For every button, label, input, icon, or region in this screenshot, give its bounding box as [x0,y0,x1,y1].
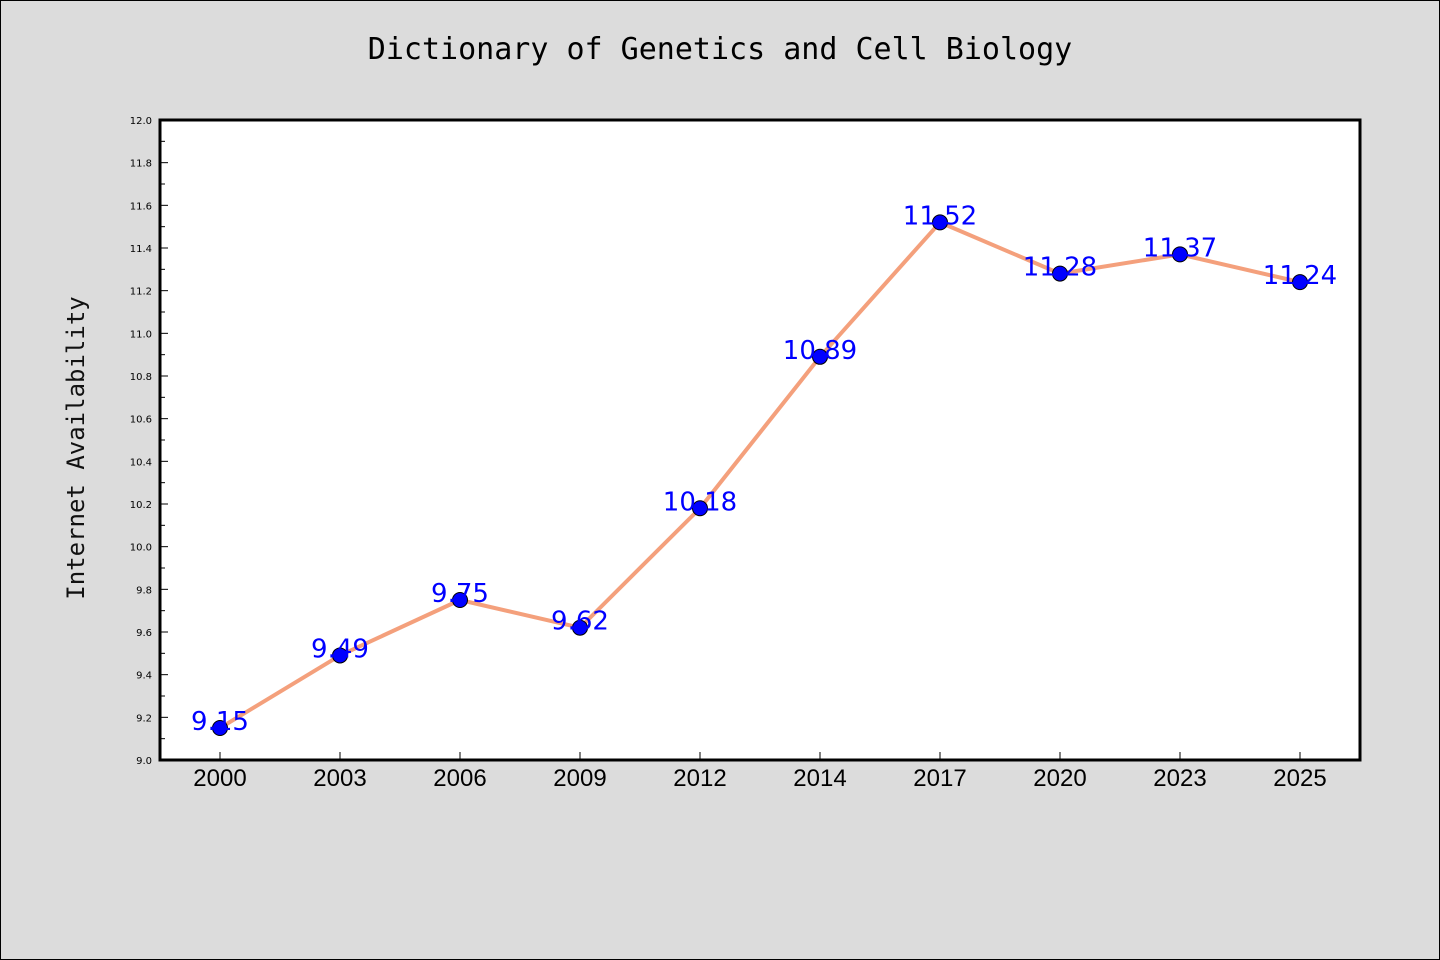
y-tick-label: 11.6 [130,201,152,212]
y-tick-label: 10.8 [130,372,152,383]
y-tick-label: 10.2 [130,500,152,511]
x-tick-label: 2012 [673,765,726,792]
data-label: 10.89 [783,336,857,366]
data-label: 9.62 [551,607,609,637]
x-tick-label: 2003 [313,765,366,792]
data-label: 9.75 [431,579,489,609]
x-tick-label: 2025 [1273,765,1326,792]
data-point [692,500,708,517]
x-tick-label: 2023 [1153,765,1206,792]
y-tick-label: 9.6 [136,628,152,639]
markers [212,214,1308,736]
plot-area [158,118,1362,762]
x-tick-label: 2006 [433,765,486,792]
y-tick-label: 10.6 [130,415,152,426]
data-point [932,214,948,231]
y-tick-label: 11.0 [130,329,152,340]
y-tick-label: 11.4 [130,244,152,255]
y-tick-label: 9.0 [136,756,152,767]
data-point [812,348,828,365]
data-point [1172,246,1188,263]
data-label: 11.52 [903,201,977,231]
y-tick-label: 10.4 [130,457,152,468]
x-tick-label: 2020 [1033,765,1086,792]
data-point [212,720,228,736]
y-tick-label: 9.8 [136,585,152,596]
y-tick-label: 9.2 [136,713,152,724]
y-tick-label: 9.4 [136,671,152,682]
x-tick-label: 2017 [913,765,966,792]
data-labels: 9.15 9.49 9.75 9.62 10.18 10.89 11.52 11.28 11.3… [191,201,1337,737]
data-label: 11.28 [1023,253,1097,283]
series-line [218,220,1301,730]
y-tick-label: 11.2 [130,287,152,298]
data-point [332,647,348,664]
y-axis: 9.0 9.2 9.4 9.6 9.8 10.0 10.2 10.4 10.6 10.8 11.0 1… [130,116,168,767]
data-point [1052,265,1068,282]
data-point [452,592,468,608]
data-label: 11.37 [1143,233,1217,263]
chart-title: Dictionary of Genetics and Cell Biology [367,32,1073,67]
x-tick-label: 2009 [553,765,606,792]
data-label: 10.18 [663,487,737,517]
x-tick-label: 2014 [793,765,846,792]
data-label: 11.24 [1263,261,1337,291]
data-label: 9.49 [311,634,369,664]
data-label: 9.15 [191,707,249,737]
data-point [1292,274,1308,291]
x-axis: 2000 2003 2006 2009 2012 2014 2017 2020 2023 2025 [193,752,1327,792]
x-tick-label: 2000 [193,765,246,792]
y-tick-label: 12.0 [130,116,152,127]
y-tick-label: 10.0 [130,543,152,554]
data-point [572,619,588,636]
y-tick-label: 11.8 [130,159,152,170]
